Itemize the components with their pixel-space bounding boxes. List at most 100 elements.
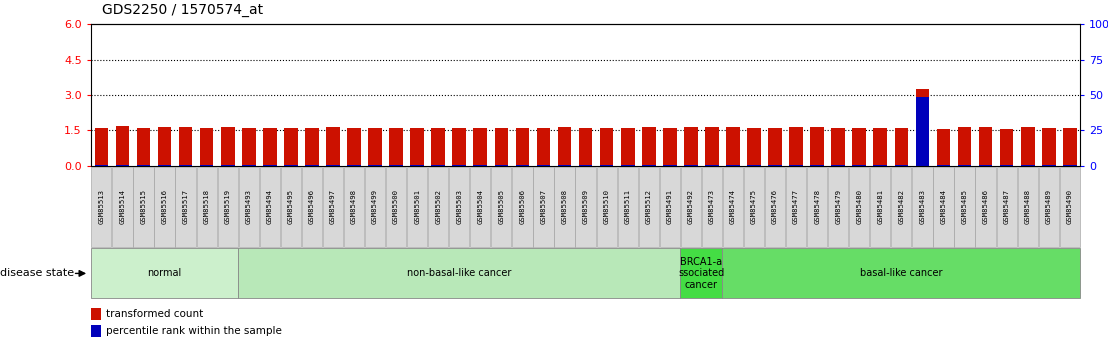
Bar: [873, 165, 888, 166]
Bar: [157, 165, 172, 166]
Bar: [620, 128, 635, 166]
Bar: [599, 128, 614, 166]
Bar: [936, 165, 951, 166]
Bar: [220, 127, 235, 166]
Bar: [91, 248, 238, 298]
Text: GDS2250 / 1570574_at: GDS2250 / 1570574_at: [102, 3, 263, 17]
FancyBboxPatch shape: [322, 167, 343, 247]
Bar: [178, 165, 193, 166]
FancyBboxPatch shape: [659, 167, 680, 247]
Bar: [91, 325, 101, 337]
Text: GSM85474: GSM85474: [730, 189, 736, 225]
Text: GSM85478: GSM85478: [814, 189, 820, 225]
Bar: [705, 127, 719, 166]
FancyBboxPatch shape: [786, 167, 807, 247]
Text: GSM85517: GSM85517: [183, 189, 188, 225]
Text: GSM85506: GSM85506: [520, 189, 525, 225]
FancyBboxPatch shape: [701, 167, 722, 247]
Text: GSM85518: GSM85518: [204, 189, 209, 225]
Bar: [347, 128, 361, 166]
Text: GSM85480: GSM85480: [856, 189, 862, 225]
FancyBboxPatch shape: [912, 167, 933, 247]
Bar: [915, 89, 930, 166]
Bar: [747, 165, 761, 166]
Bar: [957, 127, 972, 166]
Text: GSM85519: GSM85519: [225, 189, 230, 225]
Bar: [238, 248, 680, 298]
Text: GSM85503: GSM85503: [456, 189, 462, 225]
FancyBboxPatch shape: [891, 167, 912, 247]
Bar: [157, 127, 172, 166]
Bar: [810, 127, 824, 166]
Bar: [305, 128, 319, 166]
Bar: [263, 128, 277, 166]
Text: GSM85491: GSM85491: [667, 189, 673, 225]
Bar: [178, 127, 193, 166]
Text: non-basal-like cancer: non-basal-like cancer: [407, 268, 512, 278]
Bar: [663, 165, 677, 166]
Bar: [326, 165, 340, 166]
Bar: [389, 128, 403, 166]
FancyBboxPatch shape: [112, 167, 133, 247]
Text: GSM85476: GSM85476: [772, 189, 778, 225]
Bar: [115, 126, 130, 166]
FancyBboxPatch shape: [617, 167, 638, 247]
FancyBboxPatch shape: [596, 167, 617, 247]
FancyBboxPatch shape: [449, 167, 470, 247]
FancyBboxPatch shape: [491, 167, 512, 247]
Text: GSM85516: GSM85516: [162, 189, 167, 225]
Text: transformed count: transformed count: [106, 309, 204, 319]
Text: GSM85509: GSM85509: [583, 189, 588, 225]
Bar: [663, 128, 677, 166]
Text: GSM85513: GSM85513: [99, 189, 104, 225]
Bar: [1063, 128, 1077, 166]
Text: GSM85487: GSM85487: [1004, 189, 1009, 225]
Bar: [684, 127, 698, 166]
FancyBboxPatch shape: [91, 167, 112, 247]
FancyBboxPatch shape: [280, 167, 301, 247]
Text: BRCA1-a
ssociated
cancer: BRCA1-a ssociated cancer: [678, 257, 725, 290]
FancyBboxPatch shape: [1059, 167, 1080, 247]
Text: GSM85507: GSM85507: [541, 189, 546, 225]
Text: GSM85473: GSM85473: [709, 189, 715, 225]
Text: GSM85485: GSM85485: [962, 189, 967, 225]
Bar: [536, 165, 551, 166]
Text: GSM85502: GSM85502: [435, 189, 441, 225]
Text: GSM85497: GSM85497: [330, 189, 336, 225]
Bar: [515, 165, 530, 166]
Text: GSM85511: GSM85511: [625, 189, 630, 225]
Bar: [726, 127, 740, 166]
Bar: [284, 128, 298, 166]
Bar: [978, 127, 993, 166]
FancyBboxPatch shape: [807, 167, 828, 247]
FancyBboxPatch shape: [765, 167, 786, 247]
Bar: [1042, 165, 1056, 166]
FancyBboxPatch shape: [954, 167, 975, 247]
Bar: [431, 165, 445, 166]
Bar: [873, 128, 888, 166]
FancyBboxPatch shape: [975, 167, 996, 247]
Text: GSM85505: GSM85505: [499, 189, 504, 225]
FancyBboxPatch shape: [238, 167, 259, 247]
FancyBboxPatch shape: [996, 167, 1017, 247]
Bar: [473, 165, 488, 166]
FancyBboxPatch shape: [301, 167, 322, 247]
Text: GSM85492: GSM85492: [688, 189, 694, 225]
Bar: [852, 128, 866, 166]
Bar: [557, 165, 572, 166]
Bar: [473, 128, 488, 166]
Bar: [494, 165, 509, 166]
Text: GSM85486: GSM85486: [983, 189, 988, 225]
FancyBboxPatch shape: [933, 167, 954, 247]
FancyBboxPatch shape: [1038, 167, 1059, 247]
Bar: [347, 165, 361, 166]
Bar: [999, 129, 1014, 166]
Bar: [494, 128, 509, 166]
Text: normal: normal: [147, 268, 182, 278]
Bar: [999, 165, 1014, 166]
Bar: [431, 128, 445, 166]
FancyBboxPatch shape: [133, 167, 154, 247]
Bar: [263, 165, 277, 166]
FancyBboxPatch shape: [743, 167, 765, 247]
Text: GSM85489: GSM85489: [1046, 189, 1051, 225]
